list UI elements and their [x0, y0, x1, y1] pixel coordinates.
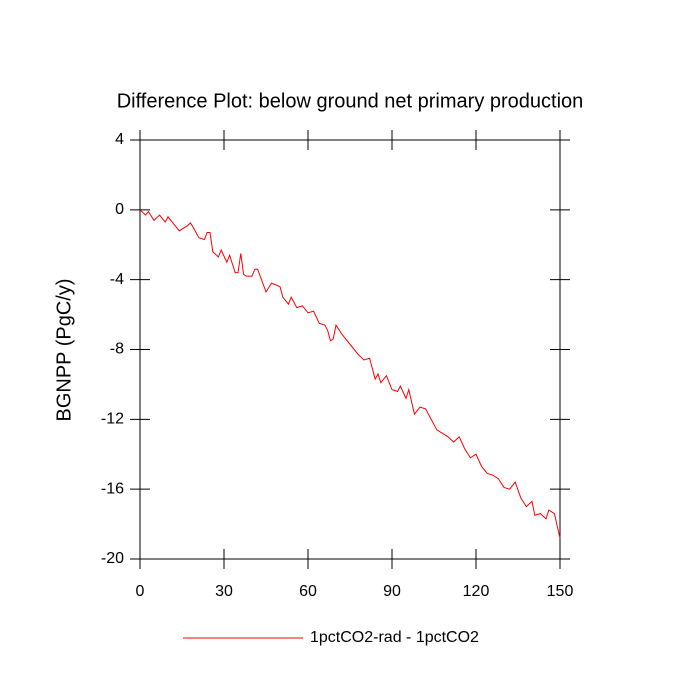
x-tick-label: 0 — [136, 583, 145, 600]
chart-title: Difference Plot: below ground net primar… — [117, 90, 584, 112]
y-tick-label: 4 — [115, 131, 124, 148]
y-axis-label: BGNPP (PgC/y) — [53, 279, 75, 422]
y-tick-label: -12 — [101, 411, 124, 428]
x-tick-label: 30 — [215, 583, 233, 600]
y-tick-label: -8 — [110, 341, 124, 358]
x-tick-label: 60 — [299, 583, 317, 600]
plot-frame — [139, 139, 561, 560]
y-tick-label: 0 — [115, 201, 124, 218]
y-tick-label: -16 — [101, 480, 124, 497]
x-tick-label: 90 — [383, 583, 401, 600]
y-tick-label: -20 — [101, 550, 124, 567]
y-tick-label: -4 — [110, 271, 124, 288]
legend-label: 1pctCO2-rad - 1pctCO2 — [310, 629, 479, 646]
x-tick-label: 120 — [463, 583, 490, 600]
x-tick-label: 150 — [547, 583, 574, 600]
data-line — [139, 209, 561, 539]
